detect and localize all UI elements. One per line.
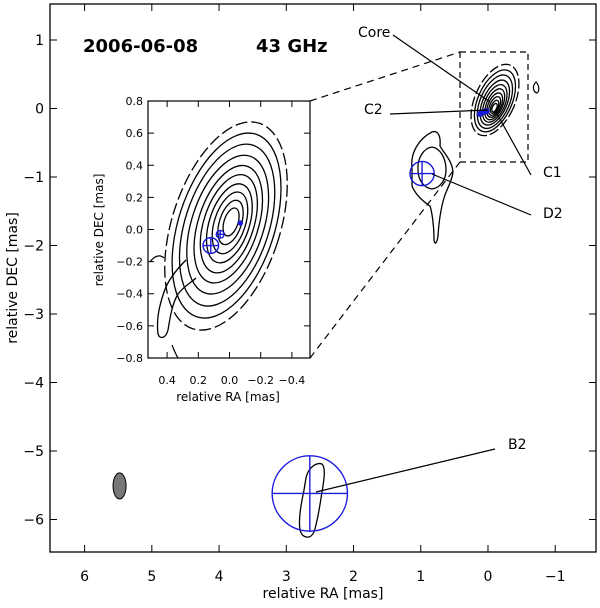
x-tick-label: 0 (484, 569, 493, 585)
inset-x-tick-label: 0.0 (221, 374, 239, 387)
component-b2 (271, 455, 349, 532)
inset-y-tick-label: −0.4 (116, 288, 143, 301)
inset-contour (211, 191, 249, 255)
inset-contour (178, 143, 276, 307)
main-components (271, 108, 490, 532)
inset-contour (171, 132, 282, 319)
y-tick-label: 1 (35, 33, 44, 49)
callout-c2 (389, 109, 489, 115)
inset-contour (205, 183, 253, 264)
inset-extended-contour-3 (171, 344, 179, 358)
callout-c1 (495, 111, 532, 176)
component-d2 (409, 160, 435, 187)
callout-d2 (431, 173, 532, 216)
core-contour (489, 99, 500, 115)
inset-components (202, 220, 244, 255)
x-tick-label: 4 (215, 569, 224, 585)
inset-x-tick-label: 0.4 (158, 374, 176, 387)
inset-contour (186, 154, 270, 295)
inset-y-tick-label: −0.2 (116, 256, 143, 269)
callout-b2 (315, 448, 496, 493)
y-tick-label: −2 (23, 239, 44, 255)
core-contour (484, 88, 506, 121)
core-contour (470, 63, 520, 137)
main-ticks: 6 5 4 3 2 1 0 −1 1 0 −1 −2 −3 −4 −5 −6 (23, 4, 596, 585)
y-tick-label: 0 (35, 102, 44, 118)
main-y-axis-label: relative DEC [mas] (5, 212, 21, 344)
x-tick-label: 5 (147, 569, 156, 585)
inset-x-tick-label: −0.2 (247, 374, 274, 387)
inset-component-c1 (215, 229, 225, 239)
y-tick-label: −5 (23, 444, 44, 460)
inset-extended-contour (156, 259, 197, 339)
y-tick-label: −4 (23, 376, 44, 392)
x-tick-label: 1 (416, 569, 425, 585)
inset-y-axis-label: relative DEC [mas] (92, 174, 106, 287)
inset-extended-contour-2 (149, 255, 165, 263)
zoom-connector-bottom (309, 161, 461, 359)
inset-y-tick-label: 0.6 (126, 127, 144, 140)
label-core: Core (358, 25, 390, 41)
inset-contours (149, 121, 288, 358)
d2-contour-inner (417, 146, 447, 190)
beam-ellipse (112, 472, 127, 500)
inset-component-core (237, 220, 244, 226)
inset-ticks: 0.4 0.2 0.0 −0.2 −0.4 0.8 0.6 0.4 0.2 0.0 −0.2 −0.4… (116, 95, 310, 387)
d2-contour-outer (411, 130, 454, 244)
inset-contour (222, 207, 240, 237)
inset-contour (193, 164, 264, 284)
inset-contour (164, 121, 288, 331)
x-tick-label: −1 (545, 569, 566, 585)
inset-plot-frame (147, 100, 311, 359)
callout-core (392, 34, 491, 103)
inset-y-tick-label: −0.8 (116, 352, 143, 365)
component-c2 (476, 110, 484, 118)
main-x-axis-label: relative RA [mas] (263, 586, 384, 602)
y-tick-label: −6 (23, 513, 44, 529)
zoom-connector-top (309, 51, 461, 102)
label-c1: C1 (543, 165, 562, 181)
inset-y-tick-label: −0.6 (116, 320, 143, 333)
label-d2: D2 (543, 206, 563, 222)
main-plot-frame (49, 3, 597, 553)
core-contour (486, 92, 504, 118)
epoch-label: 2006-06-08 (83, 36, 198, 57)
inset-contour (199, 173, 259, 274)
zoom-region-box (459, 51, 529, 163)
inset-x-tick-label: −0.4 (279, 374, 306, 387)
inset-y-tick-label: 0.8 (126, 95, 144, 108)
callout-lines (315, 34, 532, 493)
frequency-label: 43 GHz (256, 36, 328, 57)
inset-y-tick-label: 0.0 (126, 224, 144, 237)
inset-contour (217, 199, 244, 246)
label-c2: C2 (364, 102, 383, 118)
label-b2: B2 (508, 437, 527, 453)
y-tick-label: −1 (23, 170, 44, 186)
x-tick-label: 3 (282, 569, 291, 585)
inset-y-tick-label: 0.2 (126, 191, 144, 204)
y-tick-label: −3 (23, 307, 44, 323)
inset-x-axis-label: relative RA [mas] (176, 390, 280, 404)
inset-x-tick-label: 0.2 (190, 374, 208, 387)
core-contour (491, 102, 498, 113)
minor-contour (532, 81, 540, 94)
x-tick-label: 6 (80, 569, 89, 585)
core-contour (488, 95, 502, 116)
core-contour (479, 79, 511, 126)
b2-contour (298, 462, 325, 538)
x-tick-label: 2 (349, 569, 358, 585)
inset-y-tick-label: 0.4 (126, 159, 144, 172)
inset-component-c2 (202, 237, 220, 255)
core-contour (473, 69, 517, 133)
